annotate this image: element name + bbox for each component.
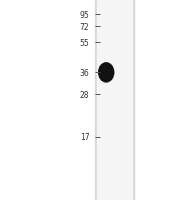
Text: 28: 28 <box>80 91 89 99</box>
Text: 36: 36 <box>80 69 89 77</box>
Text: 72: 72 <box>80 23 89 31</box>
Text: 17: 17 <box>80 133 89 141</box>
Text: 55: 55 <box>80 39 89 47</box>
Text: 95: 95 <box>80 11 89 19</box>
Ellipse shape <box>99 64 114 82</box>
Bar <box>97 0 132 200</box>
Bar <box>95 0 134 200</box>
